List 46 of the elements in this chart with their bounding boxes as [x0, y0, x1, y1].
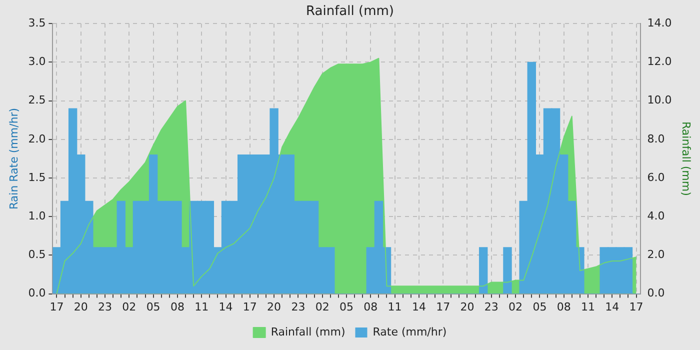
x-tick-label: 14	[412, 300, 426, 314]
y2-tick-label: 12.0	[647, 55, 672, 68]
x-tick-label: 17	[242, 300, 257, 314]
legend-label: Rainfall (mm)	[270, 325, 346, 338]
x-tick-label: 05	[532, 300, 547, 314]
x-tick-label: 11	[194, 300, 209, 314]
chart-title: Rainfall (mm)	[306, 4, 394, 20]
y-tick-label: 1.0	[28, 209, 46, 222]
x-tick-label: 05	[340, 300, 354, 314]
y-tick-label: 0.0	[28, 286, 46, 300]
y-tick-label: 2.0	[28, 132, 46, 146]
x-tick-label: 08	[364, 300, 378, 314]
y-tick-label: 3.5	[28, 16, 46, 30]
x-tick-label: 11	[388, 300, 402, 314]
x-tick-label: 02	[315, 300, 330, 314]
x-tick-label: 08	[170, 300, 184, 314]
x-tick-label: 23	[484, 300, 498, 314]
x-tick-label: 20	[267, 300, 282, 314]
x-tick-label: 17	[436, 300, 450, 314]
x-tick-label: 14	[218, 300, 233, 314]
y-tick-label: 3.0	[28, 55, 46, 68]
x-tick-label: 23	[98, 300, 112, 314]
y-tick-label: 0.5	[28, 248, 46, 262]
x-tick-label: 14	[605, 300, 620, 314]
y2-axis-title: Rainfall (mm)	[680, 121, 693, 196]
y-tick-label: 1.5	[28, 170, 46, 184]
x-tick-label: 20	[460, 300, 474, 314]
y2-tick-label: 4.0	[647, 209, 665, 222]
y2-tick-label: 10.0	[647, 94, 672, 107]
y2-tick-label: 6.0	[647, 170, 665, 184]
x-tick-label: 08	[556, 300, 571, 314]
x-tick-label: 02	[122, 300, 136, 314]
x-tick-label: 11	[580, 300, 595, 314]
x-tick-label: 17	[629, 300, 644, 314]
x-tick-label: 23	[291, 300, 306, 314]
x-tick-label: 02	[508, 300, 523, 314]
y-axis-title: Rain Rate (mm/hr)	[7, 108, 20, 210]
x-tick-label: 20	[74, 300, 88, 314]
y2-tick-label: 8.0	[647, 132, 665, 146]
y2-tick-label: 0.0	[647, 286, 665, 300]
x-tick-label: 17	[50, 300, 64, 314]
x-tick-label: 05	[146, 300, 160, 314]
y2-tick-label: 2.0	[647, 248, 665, 262]
y2-tick-label: 14.0	[647, 16, 672, 30]
legend-label: Rate (mm/hr)	[372, 325, 447, 338]
y-tick-label: 2.5	[28, 94, 46, 107]
